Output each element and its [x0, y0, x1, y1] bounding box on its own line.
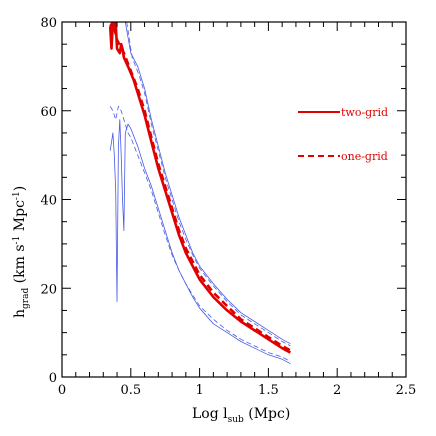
series-line-4	[109, 119, 291, 365]
y-tick-label: 40	[40, 194, 57, 209]
legend-label-one-grid: one-grid	[341, 150, 388, 163]
series-line-0	[108, 22, 292, 354]
series-line-3	[126, 22, 291, 347]
ticks-layer: 0 0.5 1 1.5 2 2.5 0 20 40 60 80	[40, 16, 416, 398]
x-tick-label: 1	[195, 383, 203, 398]
y-tick-label: 80	[40, 16, 57, 31]
x-tick-label: 0.5	[120, 383, 141, 398]
x-axis-title: Log lsub (Mpc)	[192, 406, 290, 425]
y-tick-label: 0	[49, 371, 57, 386]
series-line-5	[109, 105, 291, 362]
x-tick-label: 0	[58, 383, 66, 398]
series-layer	[108, 22, 292, 365]
x-tick-label: 2	[333, 383, 341, 398]
legend-label-two-grid: two-grid	[341, 106, 388, 119]
y-tick-label: 60	[40, 105, 57, 120]
plot-frame	[61, 21, 407, 378]
legend: two-grid one-grid	[298, 106, 388, 163]
y-tick-label: 20	[40, 282, 57, 297]
x-tick-label: 2.5	[396, 383, 417, 398]
series-line-2	[124, 22, 291, 345]
y-axis-title: hgrad (km s-1 Mpc-1)	[12, 186, 31, 318]
x-tick-label: 1.5	[258, 383, 279, 398]
